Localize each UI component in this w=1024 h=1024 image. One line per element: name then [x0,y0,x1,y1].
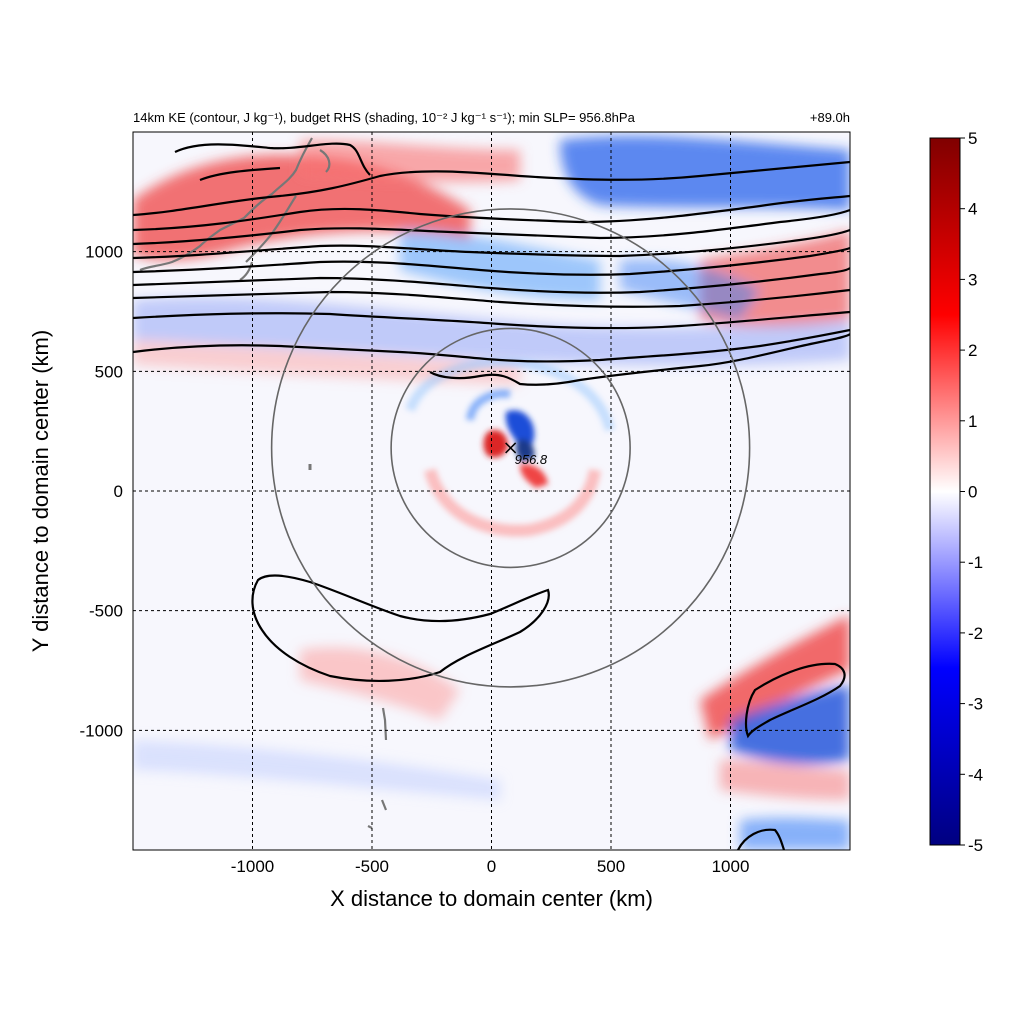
ke-contour [133,208,850,246]
shading-inner-ring [466,389,511,421]
x-tick-label: 1000 [712,857,750,876]
shading-red-band [133,340,520,385]
y-tick-label: 500 [95,362,123,381]
y-tick-label: -1000 [80,721,123,740]
shading-core-blue-2 [515,439,535,462]
ke-contour [429,333,850,386]
colorbar: 5 4 3 2 1 0 -1 -2 -3 -4 -5 [929,129,983,855]
range-circles [270,208,751,688]
ke-contour [744,662,846,739]
shading-blue-north-2 [400,230,600,300]
ke-contour [174,142,371,176]
shading-blue-south [133,740,500,800]
ke-contour [251,574,550,682]
chart-time-label: +89.0h [810,110,850,125]
ke-contour [133,228,850,260]
x-tick-label: 500 [597,857,625,876]
colorbar-tick-label: 4 [968,200,977,219]
colorbar-tick-label: 0 [968,483,977,502]
colorbar-tick-label: -3 [968,695,983,714]
ke-contour [199,166,281,182]
colorbar-ticks: 5 4 3 2 1 0 -1 -2 -3 -4 -5 [960,129,983,855]
colorbar-tick-label: 1 [968,412,977,431]
shading-blue-north [560,135,850,210]
range-circle [390,327,631,569]
shading-red-north [133,154,470,260]
y-axis-label: Y distance to domain center (km) [28,330,53,652]
y-tick-label: -500 [89,602,123,621]
shading-spiral-band [424,468,601,537]
shading-core-red [483,429,508,458]
ke-contour [133,267,850,294]
chart-title: 14km KE (contour, J kg⁻¹), budget RHS (s… [133,110,636,125]
ke-contour [133,288,850,308]
colorbar-tick-label: -5 [968,836,983,855]
x-tick-label: 0 [487,857,496,876]
plot-frame [132,131,851,851]
ke-contour [737,828,786,850]
colorbar-tick-label: 5 [968,129,977,148]
shading-spiral-band-2 [405,356,615,432]
shading-red-se-2 [720,760,850,800]
x-axis-label: X distance to domain center (km) [330,886,653,911]
y-tick-labels: -1000 -500 0 500 1000 [80,243,123,741]
storm-center-x-mark [505,442,517,454]
ke-contour [133,310,850,330]
colorbar-tick-label: 2 [968,341,977,360]
colorbar-tick-label: -1 [968,553,983,572]
ke-contours [133,142,850,850]
colorbar-tick-label: -2 [968,624,983,643]
y-tick-label: 0 [114,482,123,501]
ke-contour [133,160,850,217]
storm-center-label: 956.8 [515,452,548,467]
storm-center-marker: 956.8 [505,442,548,467]
shading-blue-se [730,685,850,765]
shading-red-sw [300,647,460,720]
ke-contour [133,246,850,276]
shading-core-blue [505,410,535,449]
ke-contour [133,328,850,363]
x-tick-labels: -1000 -500 0 500 1000 [231,857,750,876]
y-tick-label: 1000 [85,243,123,262]
shading-core-red-2 [520,464,548,488]
ke-contour [133,194,850,232]
range-circle [270,208,751,688]
colorbar-tick-label: -4 [968,765,983,784]
x-tick-label: -1000 [231,857,274,876]
shading-blue-se-2 [740,817,850,850]
colorbar-tick-label: 3 [968,270,977,289]
x-tick-label: -500 [355,857,389,876]
colorbar-gradient [929,137,961,846]
plot-area: 956.8 [132,131,851,851]
